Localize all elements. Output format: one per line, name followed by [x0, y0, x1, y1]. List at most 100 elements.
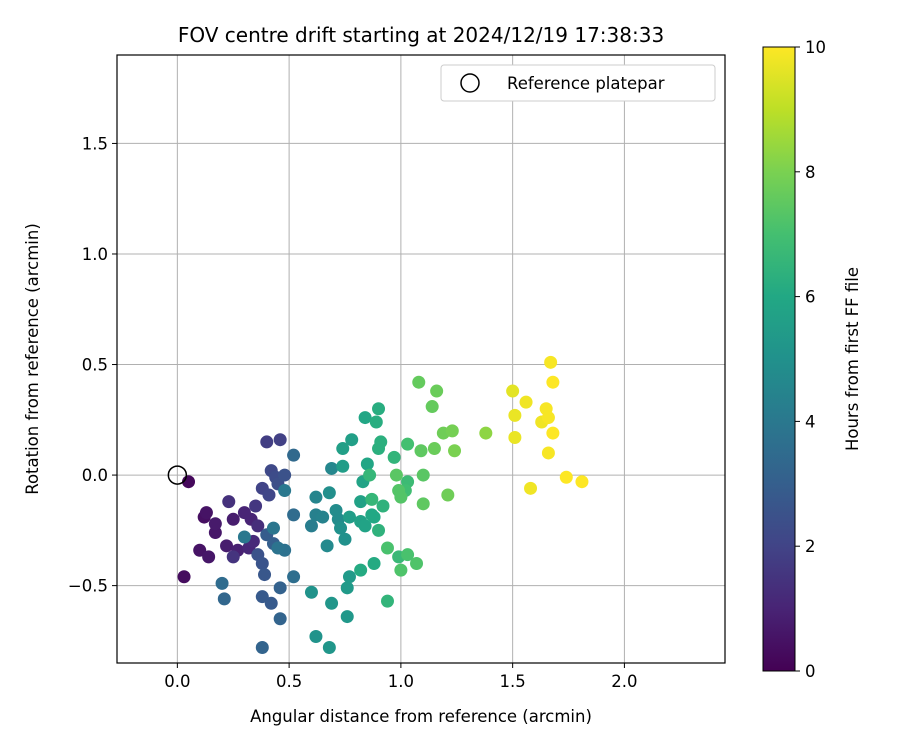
data-point	[325, 461, 339, 475]
data-point	[340, 581, 354, 595]
data-point	[177, 570, 191, 584]
x-axis-label: Angular distance from reference (arcmin)	[250, 707, 592, 726]
data-point	[322, 486, 336, 500]
data-point	[394, 563, 408, 577]
chart-title: FOV centre drift starting at 2024/12/19 …	[178, 23, 664, 47]
data-point	[193, 543, 207, 557]
data-point	[372, 523, 386, 537]
y-tick-label: 1.5	[82, 134, 108, 153]
data-point	[338, 532, 352, 546]
data-point	[394, 490, 408, 504]
data-point	[342, 570, 356, 584]
data-point	[410, 557, 424, 571]
data-point	[271, 541, 285, 555]
data-point	[199, 506, 213, 520]
data-point	[425, 400, 439, 414]
data-point	[345, 433, 359, 447]
data-point	[414, 444, 428, 458]
data-point	[226, 512, 240, 526]
data-point	[251, 519, 265, 533]
y-axis: −0.5 0.0 0.5 1.0 1.5	[68, 134, 117, 596]
data-point	[441, 488, 455, 502]
data-point	[266, 521, 280, 535]
data-point	[334, 521, 348, 535]
data-point	[322, 641, 336, 655]
data-point	[401, 437, 415, 451]
data-point	[358, 411, 372, 425]
data-point	[255, 641, 269, 655]
data-point	[217, 592, 231, 606]
data-point	[320, 539, 334, 553]
data-point	[237, 530, 251, 544]
data-point	[374, 435, 388, 449]
data-point	[309, 490, 323, 504]
data-point	[304, 585, 318, 599]
data-point	[360, 457, 374, 471]
x-tick-label: 0.5	[276, 672, 302, 691]
data-point	[372, 402, 386, 416]
colorbar-label: Hours from first FF file	[843, 267, 862, 451]
colorbar-tick-label: 2	[805, 537, 816, 556]
colorbar-ticks: 0 2 4 6 8 10	[795, 38, 826, 681]
data-point	[506, 384, 520, 398]
colorbar-tick-label: 10	[805, 38, 826, 57]
data-point	[559, 470, 573, 484]
data-point	[255, 557, 269, 571]
data-point	[387, 450, 401, 464]
y-tick-label: 0.0	[82, 466, 108, 485]
data-point	[541, 411, 555, 425]
plot-frame	[116, 54, 726, 664]
reference-marker	[167, 465, 188, 485]
data-point	[546, 426, 560, 440]
data-point	[546, 375, 560, 389]
data-point	[260, 435, 274, 449]
data-point	[316, 510, 330, 524]
data-point	[376, 499, 390, 513]
data-point	[367, 557, 381, 571]
data-point	[380, 541, 394, 555]
colorbar-tick-label: 6	[805, 288, 816, 307]
data-point	[273, 581, 287, 595]
data-point	[342, 510, 356, 524]
data-point	[416, 468, 430, 482]
y-axis-label: Rotation from reference (arcmin)	[23, 223, 42, 495]
colorbar-tick-label: 4	[805, 412, 816, 431]
data-point	[278, 468, 292, 482]
data-point	[430, 384, 444, 398]
data-point	[220, 539, 234, 553]
data-point	[264, 596, 278, 610]
data-point	[278, 484, 292, 498]
data-point	[508, 408, 522, 422]
data-point	[519, 395, 533, 409]
legend-label: Reference platepar	[507, 74, 665, 93]
x-tick-label: 0.0	[164, 672, 190, 691]
scatter-points	[177, 355, 589, 655]
data-point	[575, 475, 589, 489]
data-point	[416, 497, 430, 511]
data-point	[287, 508, 301, 522]
data-point	[249, 499, 263, 513]
data-point	[255, 590, 269, 604]
data-point	[287, 448, 301, 462]
data-point	[412, 375, 426, 389]
data-point	[325, 596, 339, 610]
grid	[117, 55, 725, 663]
x-tick-label: 2.0	[611, 672, 637, 691]
data-point	[258, 568, 272, 582]
data-point	[309, 629, 323, 643]
data-point	[427, 442, 441, 456]
data-point	[380, 594, 394, 608]
data-point	[363, 468, 377, 482]
data-point	[262, 488, 276, 502]
x-tick-label: 1.0	[388, 672, 414, 691]
data-point	[222, 495, 236, 509]
y-tick-label: 0.5	[82, 356, 108, 375]
data-point	[287, 570, 301, 584]
y-tick-label: 1.0	[82, 245, 108, 264]
colorbar-tick-label: 8	[805, 163, 816, 182]
x-axis: 0.0 0.5 1.0 1.5 2.0	[164, 663, 638, 691]
colorbar-gradient	[762, 46, 796, 672]
data-point	[336, 459, 350, 473]
data-point	[541, 446, 555, 460]
data-point	[208, 517, 222, 531]
